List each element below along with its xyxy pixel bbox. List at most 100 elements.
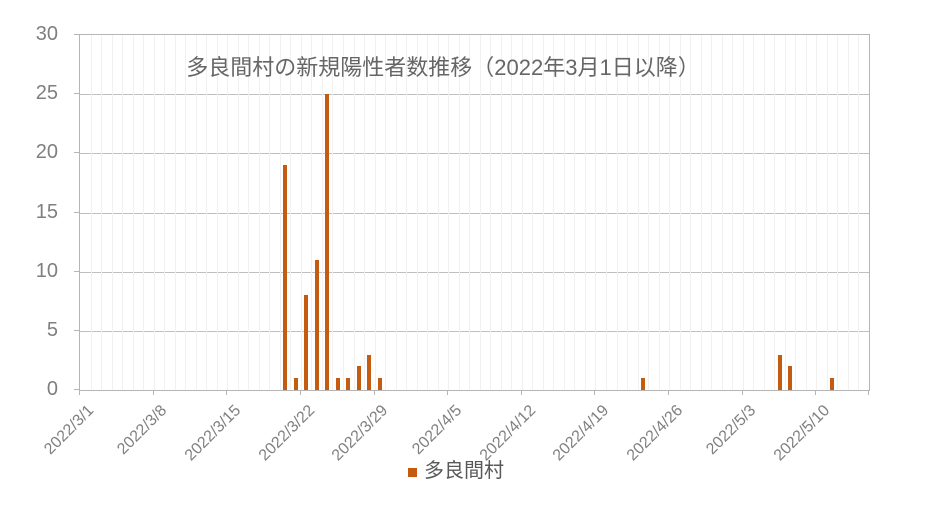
v-gridline [637,35,639,390]
v-gridline [500,35,502,390]
v-gridline [290,35,292,390]
x-tick [594,390,596,395]
x-tick [520,390,522,395]
v-gridline [532,35,534,390]
v-gridline [816,35,818,390]
legend: 多良間村 [408,459,504,483]
v-gridline [385,35,387,390]
v-gridline [300,35,302,390]
v-gridline [406,35,408,390]
v-gridline [416,35,418,390]
v-gridline [700,35,702,390]
x-axis-label: 2022/4/5 [409,402,466,459]
bar [346,378,351,390]
v-gridline [248,35,250,390]
v-gridline [784,35,786,390]
y-tick [74,211,79,213]
v-gridline [774,35,776,390]
v-gridline [227,35,229,390]
v-gridline [111,35,113,390]
bar [830,378,835,390]
x-axis-label: 2022/3/1 [40,402,98,459]
legend-series-label: 多良間村 [424,460,504,482]
bar [283,165,288,390]
x-tick [668,390,670,395]
v-gridline [448,35,450,390]
v-gridline [553,35,555,390]
v-gridline [374,35,376,390]
x-axis-label: 2022/4/19 [550,402,613,465]
x-tick [815,390,817,395]
v-gridline [658,35,660,390]
x-tick [299,390,301,395]
v-gridline [584,35,586,390]
v-gridline [269,35,271,390]
v-gridline [648,35,650,390]
v-gridline [469,35,471,390]
v-gridline [164,35,166,390]
bar [777,354,782,390]
y-axis-label: 10 [35,259,58,282]
bar [293,378,298,390]
x-tick [741,390,743,395]
bar [788,366,793,390]
bar [367,354,372,390]
y-tick [74,34,79,35]
x-tick [79,390,80,395]
v-gridline [174,35,176,390]
v-gridline [627,35,629,390]
x-axis-label: 2022/3/29 [329,402,392,465]
x-axis-label: 2022/4/12 [476,402,539,465]
v-gridline [742,35,744,390]
legend-marker-square [408,467,417,477]
v-gridline [753,35,755,390]
y-tick [74,152,79,154]
x-axis-label: 2022/3/15 [181,402,245,465]
h-gridline [80,212,869,214]
bar [640,378,645,390]
v-gridline [122,35,124,390]
plot-area [79,34,870,391]
v-gridline [595,35,597,390]
v-gridline [332,35,334,390]
bar [377,378,382,390]
v-gridline [542,35,544,390]
x-tick [868,390,869,395]
y-axis-label: 25 [35,82,58,105]
v-gridline [669,35,671,390]
x-axis-label: 2022/3/8 [114,402,171,459]
v-gridline [195,35,197,390]
chart-title: 多良間村の新規陽性者数推移（2022年3月1日以降） [186,55,700,80]
v-gridline [132,35,134,390]
v-gridline [826,35,828,390]
h-gridline [80,153,869,155]
x-tick [373,390,375,395]
v-gridline [490,35,492,390]
v-gridline [606,35,607,390]
bar [314,259,319,390]
y-tick [74,389,79,390]
v-gridline [206,35,208,390]
v-gridline [721,35,723,390]
v-gridline [690,35,692,390]
v-gridline [343,35,344,390]
x-axis-label: 2022/5/3 [703,402,760,459]
v-gridline [321,35,323,390]
v-gridline [763,35,765,390]
y-axis-label: 20 [35,141,58,164]
x-axis-label: 2022/5/10 [771,402,834,465]
bar [304,295,309,390]
y-tick [74,270,79,272]
y-axis-label: 5 [46,318,58,341]
x-tick [226,390,228,395]
v-gridline [458,35,460,390]
x-axis-label: 2022/3/22 [255,402,318,465]
v-gridline [258,35,260,390]
v-gridline [353,35,355,390]
v-gridline [858,35,860,390]
bar [356,366,361,390]
v-gridline [427,35,429,390]
v-gridline [437,35,439,390]
v-gridline [364,35,366,390]
h-gridline [80,94,869,96]
